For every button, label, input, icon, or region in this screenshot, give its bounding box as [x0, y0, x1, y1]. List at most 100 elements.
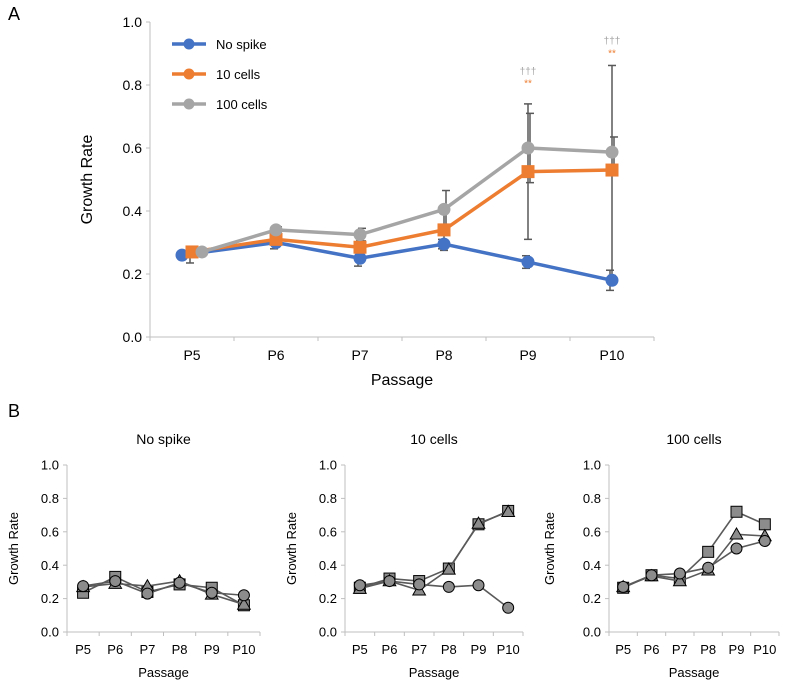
y-axis-label: Growth Rate [79, 134, 96, 224]
data-point [353, 251, 367, 265]
y-axis-label: Growth Rate [284, 512, 299, 585]
x-tick-label: P7 [672, 642, 688, 657]
x-tick-label: P8 [700, 642, 716, 657]
data-point [109, 575, 122, 588]
series-10-cells [185, 163, 619, 259]
y-tick-label: 0.4 [41, 558, 59, 573]
x-tick-label: P9 [204, 642, 220, 657]
data-point [702, 545, 715, 558]
chart-title: 100 cells [666, 431, 721, 447]
data-point [605, 273, 619, 287]
legend-label: 10 cells [216, 67, 261, 82]
series-line [82, 576, 245, 606]
x-tick-label: P6 [267, 347, 284, 363]
legend-label: No spike [216, 37, 267, 52]
y-tick-label: 0.2 [123, 266, 143, 282]
y-tick-label: 0.8 [583, 491, 601, 506]
data-point [442, 580, 455, 593]
series-line [622, 533, 765, 588]
data-point [730, 542, 743, 555]
data-point [502, 601, 515, 614]
x-tick-label: P7 [139, 642, 155, 657]
data-point [605, 163, 619, 177]
data-point [437, 202, 451, 216]
series-replicate-triangle [75, 573, 252, 610]
y-tick-label: 0.6 [583, 524, 601, 539]
legend: No spike 10 cells 100 cells [172, 37, 268, 112]
data-point [730, 505, 743, 518]
data-point [758, 518, 771, 531]
data-point [236, 597, 252, 610]
chart-1: 0.0 0.2 0.4 0.6 0.8 1.0 P5 P6 P7 P8 P9 P10 Passage Gr… [79, 14, 655, 389]
data-point [472, 579, 485, 592]
data-point [77, 580, 90, 593]
y-tick-label: 0.4 [123, 203, 143, 219]
x-axis-label: Passage [371, 372, 433, 389]
y-tick-label: 0.6 [123, 140, 143, 156]
data-point [437, 237, 451, 251]
data-point [353, 579, 366, 592]
annotation: ††† [604, 36, 621, 47]
x-tick-label: P9 [471, 642, 487, 657]
panel-label-a: A [8, 4, 20, 24]
x-axis-label: Passage [138, 665, 189, 680]
x-tick-label: P6 [382, 642, 398, 657]
legend-marker [183, 38, 195, 50]
panel-label-b: B [8, 401, 20, 421]
x-tick-label: P8 [441, 642, 457, 657]
y-axis-label: Growth Rate [6, 512, 21, 585]
chart-4: 0.0 0.2 0.4 0.6 0.8 1.0 P5 P6 P7 P8 P9 P10 Passage Gr… [542, 431, 780, 680]
x-tick-label: P6 [107, 642, 123, 657]
data-point [173, 576, 186, 589]
series-replicate-triangle [615, 526, 773, 593]
series-line [181, 240, 613, 283]
series-100-cells [195, 141, 619, 259]
y-tick-label: 0.2 [319, 591, 337, 606]
x-tick-label: P5 [75, 642, 91, 657]
x-tick-label: P5 [352, 642, 368, 657]
data-point [195, 245, 209, 259]
x-tick-label: P9 [519, 347, 536, 363]
y-tick-label: 1.0 [319, 458, 337, 473]
x-tick-label: P10 [232, 642, 255, 657]
y-tick-label: 0.0 [583, 625, 601, 640]
data-point [672, 573, 688, 587]
chart-title: 10 cells [410, 431, 457, 447]
data-point [521, 255, 535, 269]
y-tick-label: 0.8 [123, 77, 143, 93]
series-line [359, 580, 509, 609]
data-point [500, 504, 516, 518]
y-tick-label: 0.0 [123, 329, 143, 345]
x-tick-label: P10 [753, 642, 776, 657]
data-point [645, 569, 658, 582]
y-tick-label: 0.4 [319, 558, 337, 573]
data-point [437, 223, 451, 237]
data-point [353, 228, 367, 242]
y-axis-label: Growth Rate [542, 512, 557, 585]
y-tick-label: 0.0 [41, 625, 59, 640]
x-tick-label: P8 [435, 347, 452, 363]
series-line [191, 168, 613, 254]
y-tick-label: 0.2 [41, 591, 59, 606]
data-point [237, 589, 250, 602]
data-point [521, 165, 535, 179]
y-tick-label: 0.8 [319, 491, 337, 506]
x-tick-label: P6 [644, 642, 660, 657]
y-tick-label: 0.6 [41, 524, 59, 539]
x-tick-label: P9 [729, 642, 745, 657]
x-tick-label: P10 [497, 642, 520, 657]
x-tick-label: P7 [411, 642, 427, 657]
y-tick-label: 1.0 [123, 14, 143, 30]
y-tick-label: 0.8 [41, 491, 59, 506]
data-point [141, 587, 154, 600]
annotation: ** [608, 49, 616, 60]
data-point [471, 516, 486, 529]
series-line [359, 511, 509, 592]
legend-marker [183, 68, 195, 80]
annotation: ††† [520, 67, 537, 78]
x-axis-label: Passage [409, 665, 460, 680]
series-line [359, 510, 509, 589]
series-line [622, 540, 766, 588]
data-point [383, 575, 396, 588]
